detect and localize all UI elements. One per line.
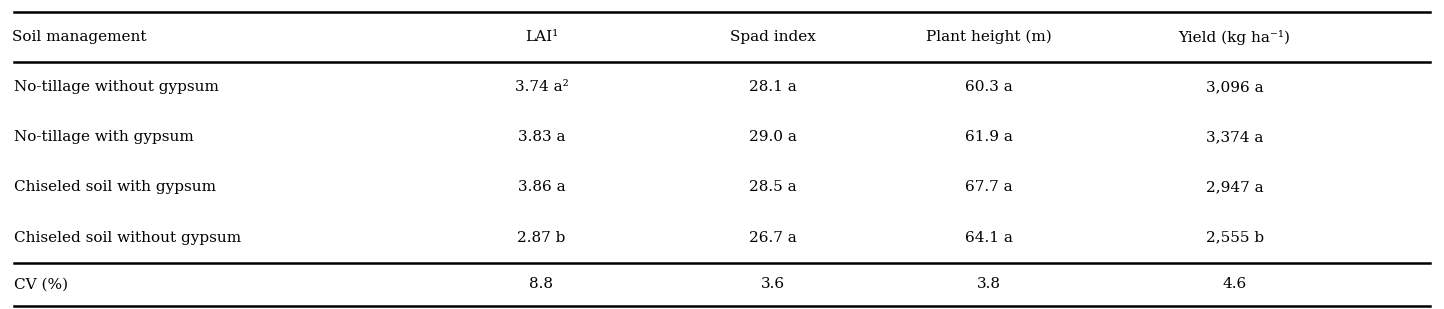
Text: 3.83 a: 3.83 a: [518, 130, 565, 144]
Text: 26.7 a: 26.7 a: [748, 231, 797, 244]
Text: 8.8: 8.8: [530, 277, 553, 291]
Text: 67.7 a: 67.7 a: [966, 180, 1012, 194]
Text: 3,096 a: 3,096 a: [1206, 80, 1264, 94]
Text: 4.6: 4.6: [1223, 277, 1246, 291]
Text: 64.1 a: 64.1 a: [965, 231, 1014, 244]
Text: 2,947 a: 2,947 a: [1206, 180, 1264, 194]
Text: CV (%): CV (%): [14, 277, 68, 291]
Text: 3.86 a: 3.86 a: [518, 180, 565, 194]
Text: Chiseled soil without gypsum: Chiseled soil without gypsum: [14, 231, 241, 244]
Text: LAI¹: LAI¹: [524, 30, 559, 44]
Text: 3.6: 3.6: [761, 277, 784, 291]
Text: 28.5 a: 28.5 a: [749, 180, 796, 194]
Text: 29.0 a: 29.0 a: [748, 130, 797, 144]
Text: 3.8: 3.8: [978, 277, 1001, 291]
Text: Soil management: Soil management: [12, 30, 147, 44]
Text: Spad index: Spad index: [729, 30, 816, 44]
Text: 3.74 a²: 3.74 a²: [514, 80, 569, 94]
Text: 3,374 a: 3,374 a: [1206, 130, 1264, 144]
Text: No-tillage without gypsum: No-tillage without gypsum: [14, 80, 219, 94]
Text: 2.87 b: 2.87 b: [517, 231, 566, 244]
Text: 28.1 a: 28.1 a: [748, 80, 797, 94]
Text: 61.9 a: 61.9 a: [965, 130, 1014, 144]
Text: 2,555 b: 2,555 b: [1206, 231, 1264, 244]
Text: No-tillage with gypsum: No-tillage with gypsum: [14, 130, 193, 144]
Text: 60.3 a: 60.3 a: [965, 80, 1014, 94]
Text: Yield (kg ha⁻¹): Yield (kg ha⁻¹): [1178, 30, 1291, 44]
Text: Chiseled soil with gypsum: Chiseled soil with gypsum: [14, 180, 217, 194]
Text: Plant height (m): Plant height (m): [926, 30, 1053, 44]
